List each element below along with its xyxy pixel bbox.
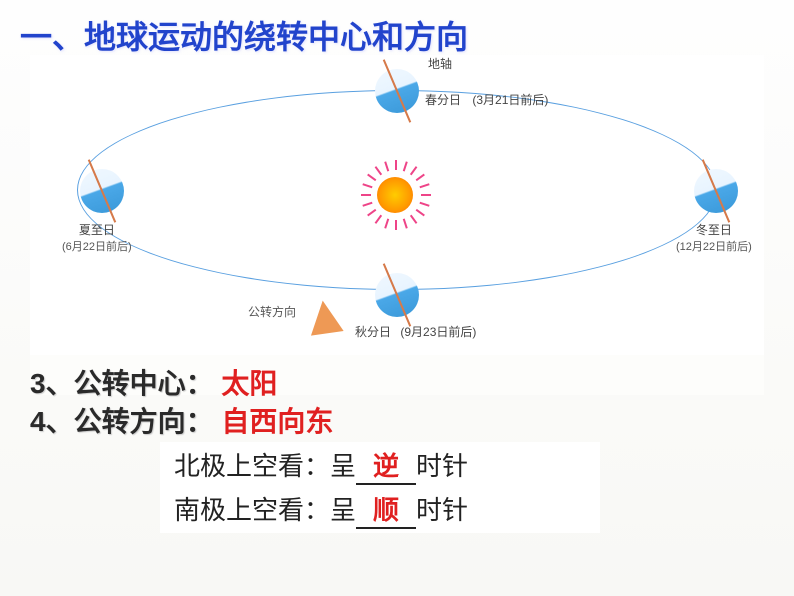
earth-winter-solstice xyxy=(694,169,738,213)
south-post: 时针 xyxy=(416,495,468,525)
earth-spring-equinox xyxy=(375,69,419,113)
orbit-direction-marker xyxy=(306,298,343,335)
orbit-direction-label: 公转方向 xyxy=(248,303,296,320)
south-pre: 南极上空看：呈 xyxy=(174,495,356,525)
earth-name: 秋分日 xyxy=(355,325,391,339)
earth-name: 夏至日 xyxy=(79,223,115,237)
earth-summer-label: 夏至日 (6月22日前后) xyxy=(62,221,132,254)
section-title: 一、地球运动的绕转中心和方向 xyxy=(20,12,468,58)
earth-date: (3月21日前后) xyxy=(472,93,548,107)
earth-date: (12月22日前后) xyxy=(676,238,752,254)
north-pre: 北极上空看：呈 xyxy=(174,451,356,481)
earth-winter-label: 冬至日 (12月22日前后) xyxy=(676,221,752,254)
north-pole-line: 北极上空看：呈逆时针 xyxy=(160,442,600,489)
earth-spring-label: 春分日 (3月21日前后) xyxy=(425,91,548,108)
earth-summer-solstice xyxy=(80,169,124,213)
q3-line: 3、公转中心： 太阳 xyxy=(30,362,277,402)
earth-autumn-equinox xyxy=(375,273,419,317)
sun-icon xyxy=(377,177,413,213)
orbit-diagram: 地轴 公转方向 春分日 (3月21日前后) 冬至日 (12月22日前后) 秋分日… xyxy=(30,55,764,355)
q4-line: 4、公转方向： 自西向东 xyxy=(30,400,333,440)
south-pole-line: 南极上空看：呈顺时针 xyxy=(160,486,600,533)
earth-name: 春分日 xyxy=(425,93,461,107)
q3-answer: 太阳 xyxy=(221,368,277,399)
north-post: 时针 xyxy=(416,451,468,481)
q3-label: 3、公转中心： xyxy=(30,368,214,399)
north-fill: 逆 xyxy=(373,452,399,481)
q4-answer: 自西向东 xyxy=(221,406,333,437)
earth-autumn-label: 秋分日 (9月23日前后) xyxy=(355,323,476,340)
earth-date: (9月23日前后) xyxy=(400,325,476,339)
axis-label: 地轴 xyxy=(428,55,452,72)
earth-date: (6月22日前后) xyxy=(62,238,132,254)
south-fill: 顺 xyxy=(373,496,399,525)
earth-name: 冬至日 xyxy=(696,223,732,237)
q4-label: 4、公转方向： xyxy=(30,406,214,437)
